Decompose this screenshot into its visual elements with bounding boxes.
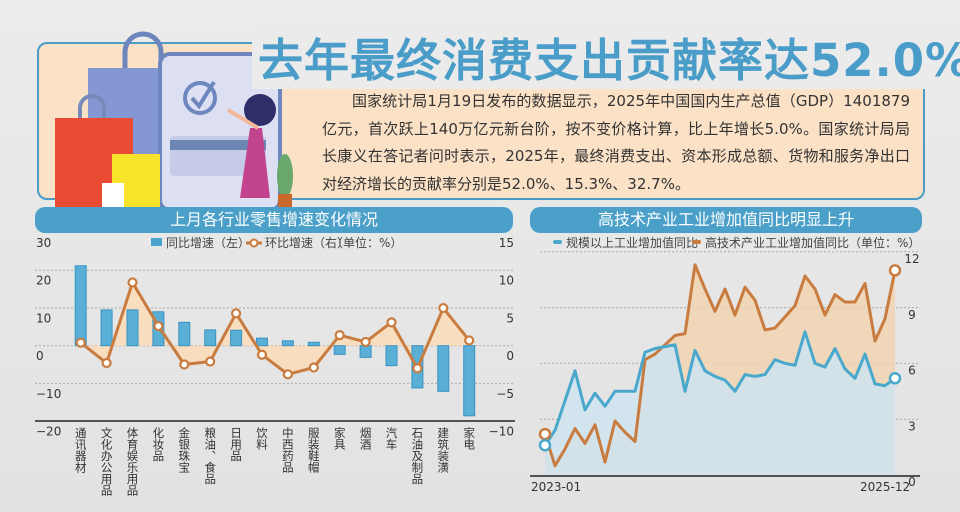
mom-point-3 (153, 321, 164, 332)
bar-12 (385, 345, 398, 367)
right-tick-label: −5 (496, 387, 514, 401)
line-area-fill (80, 282, 470, 375)
mom-point-9 (308, 362, 319, 373)
retail-legend: 同比增速（左） 环比增速（右） （单位：%） (151, 235, 402, 250)
bar-14 (437, 345, 450, 392)
left-tick-label: 0 (36, 349, 44, 363)
right-tick-label: 15 (499, 236, 514, 250)
right-tick-label: 0 (506, 349, 514, 363)
category-label: 文化办公用品 (99, 427, 114, 496)
mom-point-7 (256, 349, 268, 360)
legend-line-label: 环比增速（右） (265, 235, 349, 250)
industry-end-point (888, 372, 902, 385)
mom-point-13 (412, 363, 423, 374)
bar-1 (100, 309, 113, 347)
mom-point-8 (282, 369, 293, 380)
y-tick-label: 0 (908, 475, 916, 489)
mom-point-1 (101, 357, 112, 369)
category-label: 服装鞋帽 (306, 427, 321, 473)
category-label: 建筑装潢 (436, 427, 451, 473)
bar-10 (333, 345, 346, 355)
right-tick-label: −10 (489, 425, 514, 439)
mom-point-14 (438, 302, 449, 314)
bar-2 (126, 309, 139, 347)
y-tick-label: 9 (908, 308, 916, 322)
mom-point-10 (334, 330, 345, 341)
left-tick-label: 10 (36, 311, 51, 325)
bar-4 (178, 321, 191, 347)
category-label: 体育娱乐用品 (125, 427, 140, 496)
x-start-label: 2023-01 (531, 480, 581, 494)
hitech-start-point (538, 427, 552, 441)
bar-5 (204, 329, 217, 347)
mom-point-15 (464, 335, 475, 346)
category-label: 中西药品 (280, 427, 295, 473)
category-label: 家电 (462, 427, 477, 450)
mom-point-2 (127, 277, 138, 288)
category-label: 家具 (332, 427, 347, 450)
left-tick-label: −20 (36, 425, 61, 439)
legend-s1-label: 规模以上工业增加值同比 (566, 235, 698, 250)
category-label: 化妆品 (151, 427, 166, 462)
retail-chart-title: 上月各行业零售增速变化情况 (35, 207, 513, 233)
category-label: 烟酒 (358, 427, 373, 450)
category-label: 汽车 (384, 427, 399, 450)
mom-point-6 (231, 308, 242, 319)
y-tick-label: 6 (908, 364, 916, 378)
bar-11 (359, 345, 372, 358)
industry-line (543, 330, 896, 447)
legend-line-swatch (249, 238, 259, 248)
plant-icon (277, 154, 293, 198)
category-label: 石油及制品 (410, 427, 425, 485)
bar-15 (463, 345, 476, 417)
right-tick-label: 5 (506, 311, 514, 325)
woman-figure (244, 94, 276, 126)
y-tick-label: 3 (908, 419, 916, 433)
mom-point-11 (360, 336, 371, 348)
page-title: 去年最终消费支出贡献率达52.0% (252, 24, 960, 89)
category-label: 金银珠宝 (177, 427, 192, 473)
mom-point-12 (386, 317, 397, 328)
bar-6 (230, 329, 243, 347)
y-tick-label: 12 (904, 252, 919, 266)
left-tick-label: 30 (36, 236, 51, 250)
left-tick-label: 20 (36, 274, 51, 288)
check-icon (183, 81, 217, 115)
legend-unit-label: （单位：%） (331, 235, 402, 250)
mom-line (79, 280, 471, 376)
hitech-chart-title: 高技术产业工业增加值同比明显上升 (530, 207, 922, 233)
category-label: 饮料 (255, 427, 269, 450)
bar-8 (281, 340, 294, 347)
legend-s2-label: 高技术产业工业增加值同比（单位：%） (705, 235, 920, 250)
bar-0 (74, 265, 87, 347)
summary-text: 国家统计局1月19日发布的数据显示，2025年中国国内生产总值（GDP）1401… (322, 92, 910, 193)
category-label: 日用品 (229, 427, 244, 462)
bag-handle-icon (122, 31, 164, 92)
category-label: 通讯器材 (73, 427, 88, 473)
right-tick-label: 10 (499, 274, 514, 288)
hitech-line (543, 263, 897, 468)
x-end-label: 2025-12 (860, 480, 910, 494)
mom-point-5 (205, 356, 216, 367)
left-tick-label: −10 (36, 387, 61, 401)
legend-bar-label: 同比增速（左） (166, 235, 250, 250)
hitech-legend: 规模以上工业增加值同比 高技术产业工业增加值同比（单位：%） (553, 235, 920, 250)
white-bag-icon (102, 183, 124, 210)
category-label: 粮油、食品 (203, 427, 218, 485)
shopping-illustration (55, 31, 293, 210)
mom-point-0 (75, 337, 86, 348)
hitech-end-point (888, 264, 902, 277)
bar-9 (307, 341, 320, 347)
legend-bar-swatch (151, 238, 162, 246)
mom-point-4 (179, 359, 190, 370)
industry-start-point (538, 438, 552, 452)
bar-7 (256, 337, 268, 347)
